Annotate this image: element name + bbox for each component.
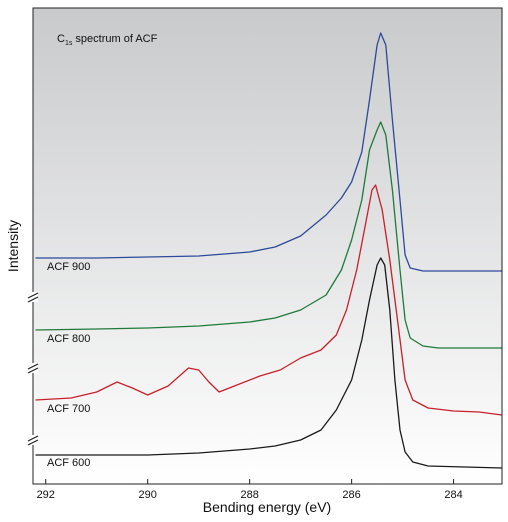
series-label: ACF 600 (47, 457, 90, 469)
plot-frame (32, 7, 503, 485)
plot-background (33, 8, 502, 484)
x-axis-label: Bending energy (eV) (203, 499, 331, 515)
axis-break (27, 292, 39, 446)
x-tick-label: 290 (139, 489, 157, 501)
series-line (35, 32, 502, 272)
title-rest: spectrum of ACF (72, 33, 157, 45)
series-line (35, 257, 503, 469)
chart-title: C1s spectrum of ACF (57, 33, 158, 47)
y-axis-label: Intensity (5, 220, 21, 272)
series-line (35, 121, 502, 349)
x-tick-label: 288 (240, 489, 258, 501)
series-label: ACF 700 (47, 403, 90, 415)
title-base: C (57, 33, 65, 45)
series-line (35, 184, 503, 416)
title-subscript: 1s (65, 40, 73, 47)
x-tick-label: 284 (444, 489, 462, 501)
x-tick-label: 286 (342, 489, 360, 501)
series-label: ACF 900 (47, 261, 90, 273)
x-tick-label: 292 (37, 489, 55, 501)
plot (35, 32, 503, 469)
series-label: ACF 800 (47, 333, 90, 345)
